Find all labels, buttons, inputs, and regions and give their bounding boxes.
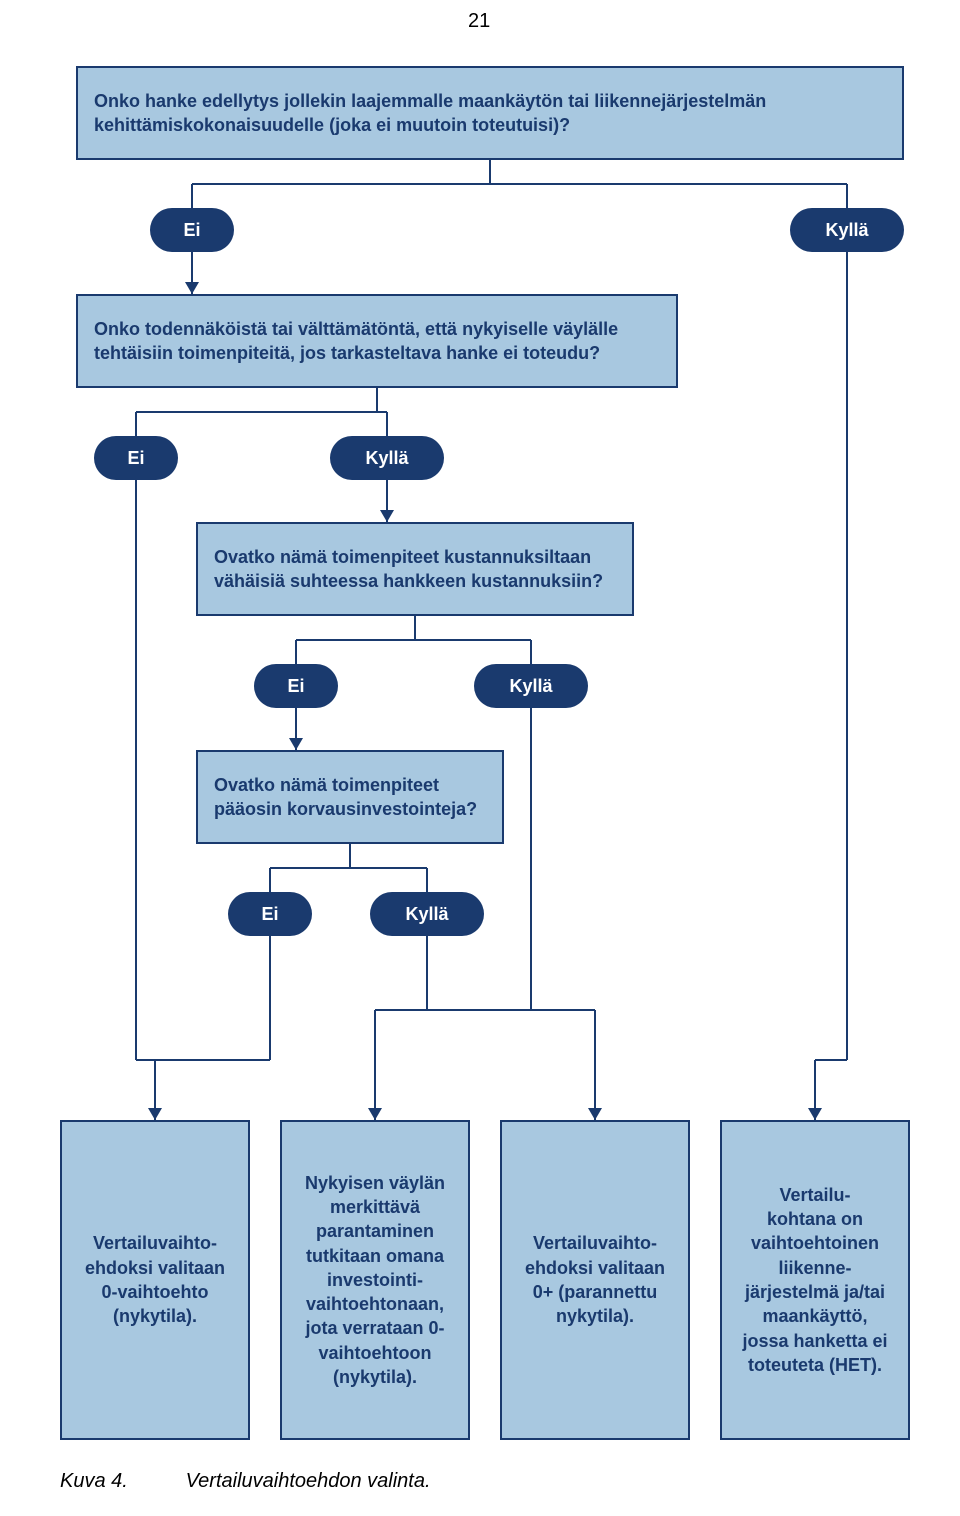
outcome-4-text: Vertailu- kohtana on vaihtoehtoinen liik…: [738, 1183, 892, 1377]
question-4-text: Ovatko nämä toimenpiteet pääosin korvaus…: [214, 773, 486, 822]
question-4-box: Ovatko nämä toimenpiteet pääosin korvaus…: [196, 750, 504, 844]
no-label: Ei: [127, 448, 144, 469]
q1-yes-pill: Kyllä: [790, 208, 904, 252]
outcome-3-text: Vertailuvaihto- ehdoksi valitaan 0+ (par…: [518, 1231, 672, 1328]
no-label: Ei: [261, 904, 278, 925]
outcome-1-text: Vertailuvaihto- ehdoksi valitaan 0-vaiht…: [78, 1231, 232, 1328]
q3-no-pill: Ei: [254, 664, 338, 708]
figure-caption: Kuva 4. Vertailuvaihtoehdon valinta.: [60, 1470, 431, 1493]
outcome-2-box: Nykyisen väylän merkittävä parantaminen …: [280, 1120, 470, 1440]
yes-label: Kyllä: [365, 448, 408, 469]
outcome-1-box: Vertailuvaihto- ehdoksi valitaan 0-vaiht…: [60, 1120, 250, 1440]
question-2-text: Onko todennäköistä tai välttämätöntä, et…: [94, 317, 660, 366]
q4-yes-pill: Kyllä: [370, 892, 484, 936]
arrowhead: [380, 510, 394, 522]
question-2-box: Onko todennäköistä tai välttämätöntä, et…: [76, 294, 678, 388]
outcome-3-box: Vertailuvaihto- ehdoksi valitaan 0+ (par…: [500, 1120, 690, 1440]
figure-caption-text: Vertailuvaihtoehdon valinta.: [186, 1470, 431, 1492]
page-number: 21: [468, 10, 490, 33]
q1-no-pill: Ei: [150, 208, 234, 252]
flowchart-canvas: 21: [0, 0, 960, 1516]
question-1-box: Onko hanke edellytys jollekin laajemmall…: [76, 66, 904, 160]
arrowhead: [588, 1108, 602, 1120]
figure-caption-label: Kuva 4.: [60, 1470, 180, 1493]
arrowhead: [185, 282, 199, 294]
question-3-text: Ovatko nämä toimenpiteet kustannuksiltaa…: [214, 545, 616, 594]
q4-no-pill: Ei: [228, 892, 312, 936]
arrowhead: [148, 1108, 162, 1120]
outcome-4-box: Vertailu- kohtana on vaihtoehtoinen liik…: [720, 1120, 910, 1440]
q2-yes-pill: Kyllä: [330, 436, 444, 480]
arrowhead: [289, 738, 303, 750]
q3-yes-pill: Kyllä: [474, 664, 588, 708]
no-label: Ei: [183, 220, 200, 241]
outcome-2-text: Nykyisen väylän merkittävä parantaminen …: [298, 1171, 452, 1390]
q2-no-pill: Ei: [94, 436, 178, 480]
no-label: Ei: [287, 676, 304, 697]
arrowhead: [808, 1108, 822, 1120]
yes-label: Kyllä: [825, 220, 868, 241]
question-1-text: Onko hanke edellytys jollekin laajemmall…: [94, 89, 886, 138]
yes-label: Kyllä: [509, 676, 552, 697]
arrowhead: [368, 1108, 382, 1120]
question-3-box: Ovatko nämä toimenpiteet kustannuksiltaa…: [196, 522, 634, 616]
yes-label: Kyllä: [405, 904, 448, 925]
